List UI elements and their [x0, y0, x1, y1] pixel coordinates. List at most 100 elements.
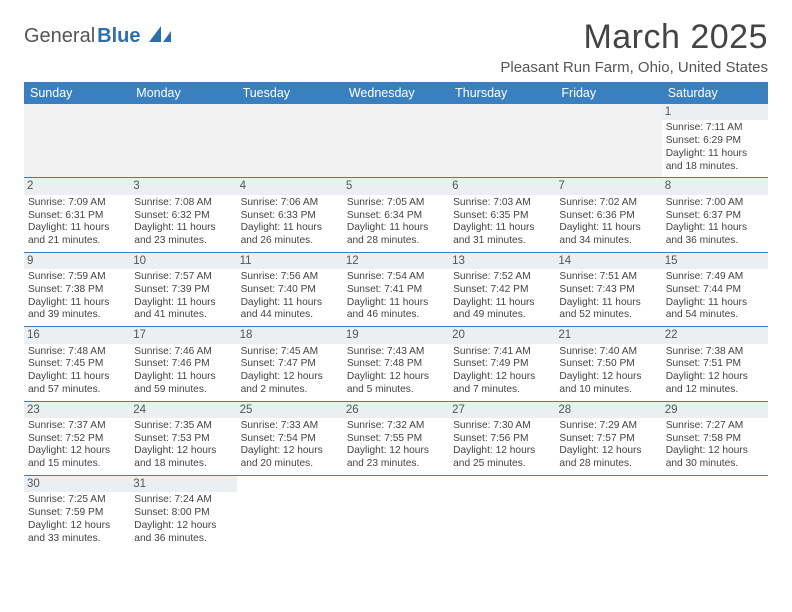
calendar-cell: 16Sunrise: 7:48 AMSunset: 7:45 PMDayligh… [24, 327, 130, 401]
day-number: 9 [24, 253, 130, 269]
calendar-cell: 9Sunrise: 7:59 AMSunset: 7:38 PMDaylight… [24, 252, 130, 326]
sunrise-line: Sunrise: 7:00 AM [666, 197, 764, 210]
sunrise-line: Sunrise: 7:49 AM [666, 271, 764, 284]
daylight-line: Daylight: 11 hours and 21 minutes. [28, 222, 126, 248]
calendar-cell: 2Sunrise: 7:09 AMSunset: 6:31 PMDaylight… [24, 178, 130, 252]
weekday-header: Sunday [24, 82, 130, 104]
weekday-header: Friday [555, 82, 661, 104]
daylight-line: Daylight: 11 hours and 31 minutes. [453, 222, 551, 248]
daylight-line: Daylight: 11 hours and 23 minutes. [134, 222, 232, 248]
sunrise-line: Sunrise: 7:29 AM [559, 420, 657, 433]
calendar-cell: 21Sunrise: 7:40 AMSunset: 7:50 PMDayligh… [555, 327, 661, 401]
sunrise-line: Sunrise: 7:40 AM [559, 346, 657, 359]
daylight-line: Daylight: 11 hours and 49 minutes. [453, 297, 551, 323]
calendar-cell: 11Sunrise: 7:56 AMSunset: 7:40 PMDayligh… [237, 252, 343, 326]
sunset-line: Sunset: 7:46 PM [134, 358, 232, 371]
sunset-line: Sunset: 6:32 PM [134, 210, 232, 223]
sunset-line: Sunset: 6:33 PM [241, 210, 339, 223]
daylight-line: Daylight: 11 hours and 34 minutes. [559, 222, 657, 248]
weekday-header: Tuesday [237, 82, 343, 104]
calendar-cell: 6Sunrise: 7:03 AMSunset: 6:35 PMDaylight… [449, 178, 555, 252]
day-number: 26 [343, 402, 449, 418]
calendar-cell: 4Sunrise: 7:06 AMSunset: 6:33 PMDaylight… [237, 178, 343, 252]
sunset-line: Sunset: 7:41 PM [347, 284, 445, 297]
daylight-line: Daylight: 12 hours and 15 minutes. [28, 445, 126, 471]
day-number: 2 [24, 178, 130, 194]
sunrise-line: Sunrise: 7:52 AM [453, 271, 551, 284]
calendar-cell: 25Sunrise: 7:33 AMSunset: 7:54 PMDayligh… [237, 401, 343, 475]
calendar-row: 30Sunrise: 7:25 AMSunset: 7:59 PMDayligh… [24, 475, 768, 549]
calendar-cell: 27Sunrise: 7:30 AMSunset: 7:56 PMDayligh… [449, 401, 555, 475]
day-number: 11 [237, 253, 343, 269]
day-number: 18 [237, 327, 343, 343]
calendar-cell: 18Sunrise: 7:45 AMSunset: 7:47 PMDayligh… [237, 327, 343, 401]
sunset-line: Sunset: 7:51 PM [666, 358, 764, 371]
calendar-cell: 29Sunrise: 7:27 AMSunset: 7:58 PMDayligh… [662, 401, 768, 475]
day-number: 25 [237, 402, 343, 418]
calendar-table: Sunday Monday Tuesday Wednesday Thursday… [24, 82, 768, 549]
calendar-cell [237, 104, 343, 178]
calendar-cell [343, 475, 449, 549]
logo-text-general: General [24, 25, 95, 48]
sunrise-line: Sunrise: 7:08 AM [134, 197, 232, 210]
sunset-line: Sunset: 7:44 PM [666, 284, 764, 297]
sunset-line: Sunset: 7:49 PM [453, 358, 551, 371]
daylight-line: Daylight: 12 hours and 28 minutes. [559, 445, 657, 471]
title-block: March 2025 Pleasant Run Farm, Ohio, Unit… [500, 18, 768, 76]
sunset-line: Sunset: 7:57 PM [559, 433, 657, 446]
calendar-cell: 10Sunrise: 7:57 AMSunset: 7:39 PMDayligh… [130, 252, 236, 326]
calendar-cell: 12Sunrise: 7:54 AMSunset: 7:41 PMDayligh… [343, 252, 449, 326]
weekday-header: Wednesday [343, 82, 449, 104]
sunset-line: Sunset: 7:45 PM [28, 358, 126, 371]
day-number: 20 [449, 327, 555, 343]
sunrise-line: Sunrise: 7:37 AM [28, 420, 126, 433]
day-number: 19 [343, 327, 449, 343]
sunrise-line: Sunrise: 7:32 AM [347, 420, 445, 433]
sunrise-line: Sunrise: 7:38 AM [666, 346, 764, 359]
sunset-line: Sunset: 7:54 PM [241, 433, 339, 446]
calendar-cell: 1Sunrise: 7:11 AMSunset: 6:29 PMDaylight… [662, 104, 768, 178]
sunrise-line: Sunrise: 7:46 AM [134, 346, 232, 359]
day-number: 15 [662, 253, 768, 269]
sunset-line: Sunset: 6:34 PM [347, 210, 445, 223]
sunset-line: Sunset: 6:36 PM [559, 210, 657, 223]
calendar-cell: 8Sunrise: 7:00 AMSunset: 6:37 PMDaylight… [662, 178, 768, 252]
calendar-cell: 24Sunrise: 7:35 AMSunset: 7:53 PMDayligh… [130, 401, 236, 475]
calendar-cell [662, 475, 768, 549]
page-header: General Blue March 2025 Pleasant Run Far… [24, 18, 768, 76]
day-number: 12 [343, 253, 449, 269]
sunrise-line: Sunrise: 7:06 AM [241, 197, 339, 210]
sunset-line: Sunset: 7:43 PM [559, 284, 657, 297]
daylight-line: Daylight: 11 hours and 52 minutes. [559, 297, 657, 323]
calendar-cell [555, 104, 661, 178]
sunrise-line: Sunrise: 7:41 AM [453, 346, 551, 359]
daylight-line: Daylight: 12 hours and 25 minutes. [453, 445, 551, 471]
calendar-row: 9Sunrise: 7:59 AMSunset: 7:38 PMDaylight… [24, 252, 768, 326]
day-number: 5 [343, 178, 449, 194]
calendar-cell: 15Sunrise: 7:49 AMSunset: 7:44 PMDayligh… [662, 252, 768, 326]
weekday-header: Thursday [449, 82, 555, 104]
sunset-line: Sunset: 7:58 PM [666, 433, 764, 446]
calendar-cell: 5Sunrise: 7:05 AMSunset: 6:34 PMDaylight… [343, 178, 449, 252]
sunrise-line: Sunrise: 7:05 AM [347, 197, 445, 210]
sunrise-line: Sunrise: 7:48 AM [28, 346, 126, 359]
calendar-row: 16Sunrise: 7:48 AMSunset: 7:45 PMDayligh… [24, 327, 768, 401]
sunrise-line: Sunrise: 7:27 AM [666, 420, 764, 433]
sunset-line: Sunset: 7:47 PM [241, 358, 339, 371]
day-number: 23 [24, 402, 130, 418]
daylight-line: Daylight: 11 hours and 41 minutes. [134, 297, 232, 323]
sunset-line: Sunset: 7:38 PM [28, 284, 126, 297]
sunrise-line: Sunrise: 7:25 AM [28, 494, 126, 507]
sunrise-line: Sunrise: 7:11 AM [666, 122, 764, 135]
calendar-cell [449, 104, 555, 178]
logo-text-blue: Blue [97, 25, 140, 48]
sunset-line: Sunset: 7:48 PM [347, 358, 445, 371]
month-title: March 2025 [500, 18, 768, 57]
daylight-line: Daylight: 12 hours and 5 minutes. [347, 371, 445, 397]
day-number: 3 [130, 178, 236, 194]
sunset-line: Sunset: 6:37 PM [666, 210, 764, 223]
daylight-line: Daylight: 11 hours and 36 minutes. [666, 222, 764, 248]
weekday-header: Monday [130, 82, 236, 104]
sunrise-line: Sunrise: 7:54 AM [347, 271, 445, 284]
sunset-line: Sunset: 7:50 PM [559, 358, 657, 371]
